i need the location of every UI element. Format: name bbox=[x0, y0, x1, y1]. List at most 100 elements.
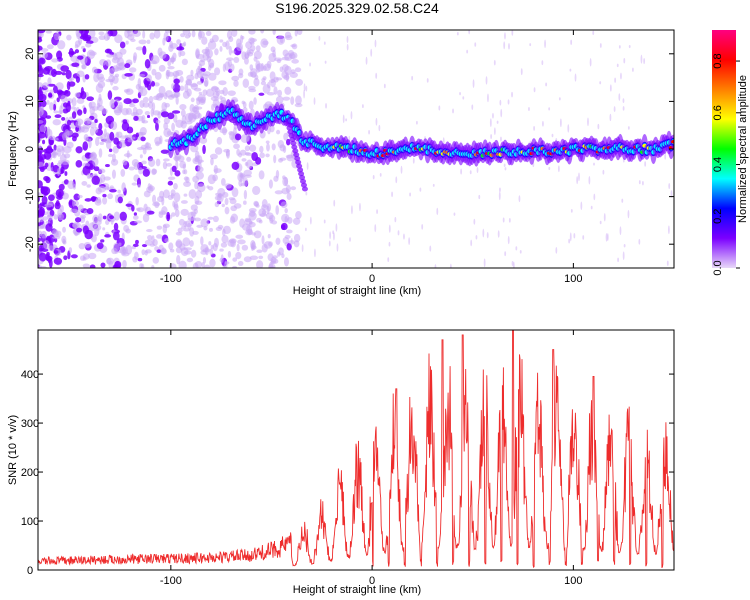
colorbar-gradient bbox=[712, 30, 736, 268]
spectrogram-noise-cell bbox=[160, 149, 169, 154]
spectrogram-branch bbox=[286, 125, 293, 131]
spectrogram-noise-cell bbox=[372, 174, 375, 180]
spectrogram-noise-cell bbox=[58, 160, 62, 165]
spectrogram-noise-cell bbox=[507, 99, 510, 105]
spectrogram-noise-cell bbox=[533, 87, 536, 93]
spectrogram-noise-cell bbox=[100, 133, 106, 143]
spectrogram-noise-cell bbox=[131, 204, 135, 212]
spectrogram-noise-cell bbox=[96, 242, 104, 250]
spectrogram-noise-cell bbox=[265, 153, 270, 158]
spectrogram-noise-cell bbox=[256, 260, 264, 268]
spectrogram-noise-cell bbox=[252, 185, 261, 196]
spectrogram-noise-cell bbox=[74, 49, 80, 54]
spectrogram-noise-cell bbox=[603, 213, 606, 222]
spectrogram-noise-cell bbox=[228, 238, 237, 244]
spectrogram-noise-cell bbox=[211, 34, 219, 43]
spectrogram-noise-cell bbox=[305, 191, 308, 196]
spectrogram-noise-cell bbox=[68, 81, 76, 87]
spectrogram-noise-cell bbox=[161, 195, 165, 206]
spectrogram-noise-cell bbox=[139, 154, 143, 159]
spectrogram-noise-cell bbox=[160, 248, 167, 255]
spectrogram-noise-cell bbox=[95, 187, 102, 195]
spectrogram-noise-cell bbox=[189, 83, 198, 88]
spectrogram-noise-cell bbox=[493, 127, 496, 135]
spectrogram-noise-cell bbox=[274, 190, 283, 195]
spectrogram-noise-cell bbox=[126, 150, 130, 159]
spectrogram-noise-cell bbox=[256, 249, 263, 253]
spectrogram-noise-cell bbox=[38, 265, 42, 268]
spectrogram-noise-cell bbox=[117, 196, 123, 204]
spectrogram-noise-cell bbox=[163, 117, 170, 125]
spectrogram-noise-cell bbox=[51, 58, 59, 63]
spectrogram-noise-cell bbox=[111, 57, 120, 64]
spectrogram-noise-cell bbox=[403, 233, 405, 240]
figure-title: S196.2025.329.02.58.C24 bbox=[275, 0, 439, 16]
spectrogram-noise-cell bbox=[478, 194, 481, 200]
spectrogram-noise-cell bbox=[473, 218, 476, 225]
spectrogram-noise-cell bbox=[375, 117, 378, 126]
spectrogram-noise-cell bbox=[258, 208, 267, 217]
spectrogram-noise-cell bbox=[350, 111, 353, 120]
spectrogram-noise-cell bbox=[174, 91, 181, 98]
spectrogram-noise-cell bbox=[74, 44, 79, 49]
spectrogram-noise-cell bbox=[171, 165, 177, 173]
spectrogram-noise-cell bbox=[44, 89, 49, 93]
spectrogram-noise-cell bbox=[268, 263, 276, 268]
spectrogram-noise-cell bbox=[114, 34, 123, 44]
spectrogram-noise-cell bbox=[293, 233, 301, 243]
spectrogram-noise-cell bbox=[41, 51, 48, 59]
spectrogram-xtick-label: 100 bbox=[564, 273, 582, 285]
spectrogram-noise-cell bbox=[268, 79, 276, 84]
spectrogram-noise-cell bbox=[105, 59, 112, 67]
spectrogram-noise-cell bbox=[197, 30, 202, 40]
spectrogram-noise-cell bbox=[51, 152, 59, 156]
spectrogram-noise-cell bbox=[70, 55, 78, 63]
spectrogram-noise-cell bbox=[468, 30, 471, 35]
colorbar-tick-label: 0.0 bbox=[712, 260, 724, 275]
spectrogram-noise-cell bbox=[91, 175, 100, 186]
spectrogram-noise-cell bbox=[606, 233, 609, 241]
spectrogram-noise-cell bbox=[109, 189, 117, 193]
spectrogram-noise-cell bbox=[351, 205, 353, 215]
spectrogram-noise-cell bbox=[173, 155, 181, 161]
spectrogram-noise-cell bbox=[258, 92, 265, 96]
spectrogram-noise-cell bbox=[215, 226, 223, 232]
spectrogram-noise-cell bbox=[558, 97, 561, 101]
spectrogram-noise-cell bbox=[88, 101, 96, 109]
spectrogram-noise-cell bbox=[529, 43, 532, 47]
spectrogram-noise-cell bbox=[207, 40, 217, 50]
spectrogram-noise-cell bbox=[260, 80, 267, 86]
spectrogram-noise-cell bbox=[41, 186, 51, 196]
spectrogram-noise-cell bbox=[409, 192, 411, 197]
spectrogram-noise-cell bbox=[627, 126, 630, 130]
spectrogram-ytick-label: 20 bbox=[24, 48, 36, 60]
spectrogram-noise-cell bbox=[620, 72, 622, 80]
spectrogram-noise-cell bbox=[284, 215, 288, 223]
spectrogram-noise-cell bbox=[136, 147, 145, 151]
spectrogram-noise-cell bbox=[38, 45, 43, 51]
spectrogram-noise-cell bbox=[88, 51, 97, 56]
spectrogram-noise-cell bbox=[233, 143, 240, 150]
spectrogram-noise-cell bbox=[309, 62, 311, 67]
spectrogram-ylabel: Frequency (Hz) bbox=[7, 111, 19, 187]
spectrogram-noise-cell bbox=[210, 157, 214, 166]
spectrogram-noise-cell bbox=[378, 124, 381, 132]
spectrogram-noise-cell bbox=[397, 230, 400, 236]
spectrogram-branch bbox=[284, 117, 291, 123]
spectrogram-noise-cell bbox=[333, 232, 335, 241]
spectrogram-noise-cell bbox=[275, 205, 279, 215]
spectrogram-noise-cell bbox=[191, 30, 196, 38]
spectrogram-noise-cell bbox=[199, 137, 208, 144]
spectrogram-noise-cell bbox=[73, 193, 80, 201]
spectrogram-noise-cell bbox=[109, 131, 115, 141]
spectrogram-noise-cell bbox=[239, 149, 247, 156]
spectrogram-noise-cell bbox=[154, 136, 162, 145]
spectrogram-noise-cell bbox=[119, 211, 128, 221]
spectrogram-noise-cell bbox=[449, 263, 452, 268]
spectrogram-noise-cell bbox=[436, 207, 439, 216]
spectrogram-noise-cell bbox=[49, 89, 55, 93]
spectrogram-noise-cell bbox=[91, 221, 98, 229]
spectrogram-noise-cell bbox=[622, 251, 625, 260]
spectrogram-noise-cell bbox=[74, 231, 79, 237]
spectrogram-noise-cell bbox=[175, 96, 179, 105]
